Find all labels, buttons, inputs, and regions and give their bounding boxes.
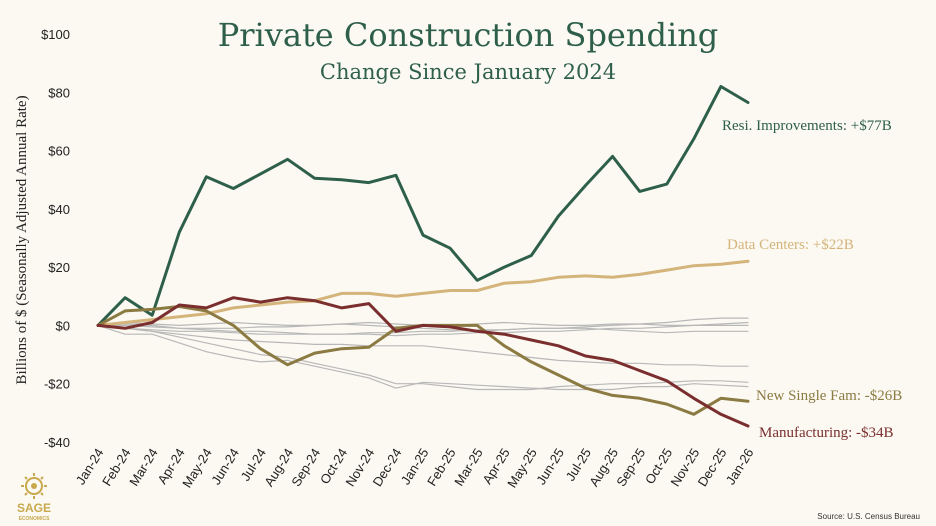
series-lines bbox=[96, 85, 750, 428]
x-tick-label: Jun-25 bbox=[533, 446, 567, 488]
y-tick-label: $20 bbox=[48, 260, 70, 275]
series-label-data-centers: Data Centers: +$22B bbox=[727, 237, 854, 253]
y-tick-label: $100 bbox=[41, 27, 70, 42]
series-line-data-centers bbox=[96, 259, 750, 327]
series-line-manufacturing bbox=[96, 296, 750, 428]
sage-logo: SAGE ECONOMICS bbox=[17, 473, 51, 522]
source-note: Source: U.S. Census Bureau bbox=[817, 512, 920, 521]
series-line-other-d bbox=[97, 321, 749, 337]
series-line-other-c bbox=[97, 324, 749, 367]
series-label-manufacturing: Manufacturing: -$34B bbox=[759, 425, 894, 441]
chart-subtitle: Change Since January 2024 bbox=[320, 60, 616, 84]
series-line-new-single-fam bbox=[96, 305, 750, 416]
series-label-resi-improvements: Resi. Improvements: +$77B bbox=[722, 118, 892, 134]
series-annotations: Resi. Improvements: +$77B Data Centers: +… bbox=[722, 118, 902, 441]
series-line-other-b bbox=[97, 324, 749, 391]
y-tick-label: -$40 bbox=[44, 435, 70, 450]
y-axis-label: Billions of $ (Seasonally Adjusted Annua… bbox=[14, 95, 30, 384]
y-tick-label: $80 bbox=[48, 85, 70, 100]
chart-title: Private Construction Spending bbox=[218, 16, 719, 54]
x-tick-label: Jun-24 bbox=[208, 446, 242, 488]
x-tick-label: Mar-24 bbox=[126, 446, 161, 489]
series-line-other-a bbox=[97, 324, 749, 391]
y-tick-labels: -$40 -$20 $0 $20 $40 $60 $80 $100 bbox=[41, 27, 70, 450]
series-label-new-single-fam: New Single Fam: -$26B bbox=[756, 388, 902, 404]
logo-subname: ECONOMICS bbox=[19, 516, 51, 522]
sun-icon bbox=[21, 473, 47, 499]
series-line-other-f bbox=[97, 323, 749, 334]
y-tick-label: $0 bbox=[56, 318, 70, 333]
y-tick-label: -$20 bbox=[44, 377, 70, 392]
y-tick-label: $60 bbox=[48, 144, 70, 159]
y-tick-label: $40 bbox=[48, 202, 70, 217]
x-tick-label: Mar-25 bbox=[451, 446, 486, 489]
series-line-resi-improvements bbox=[96, 85, 750, 327]
logo-name: SAGE bbox=[17, 501, 51, 515]
x-tick-label: Jan-26 bbox=[723, 446, 757, 488]
x-tick-labels: Jan-24Feb-24Mar-24Apr-24May-24Jun-24Jul-… bbox=[73, 446, 757, 491]
